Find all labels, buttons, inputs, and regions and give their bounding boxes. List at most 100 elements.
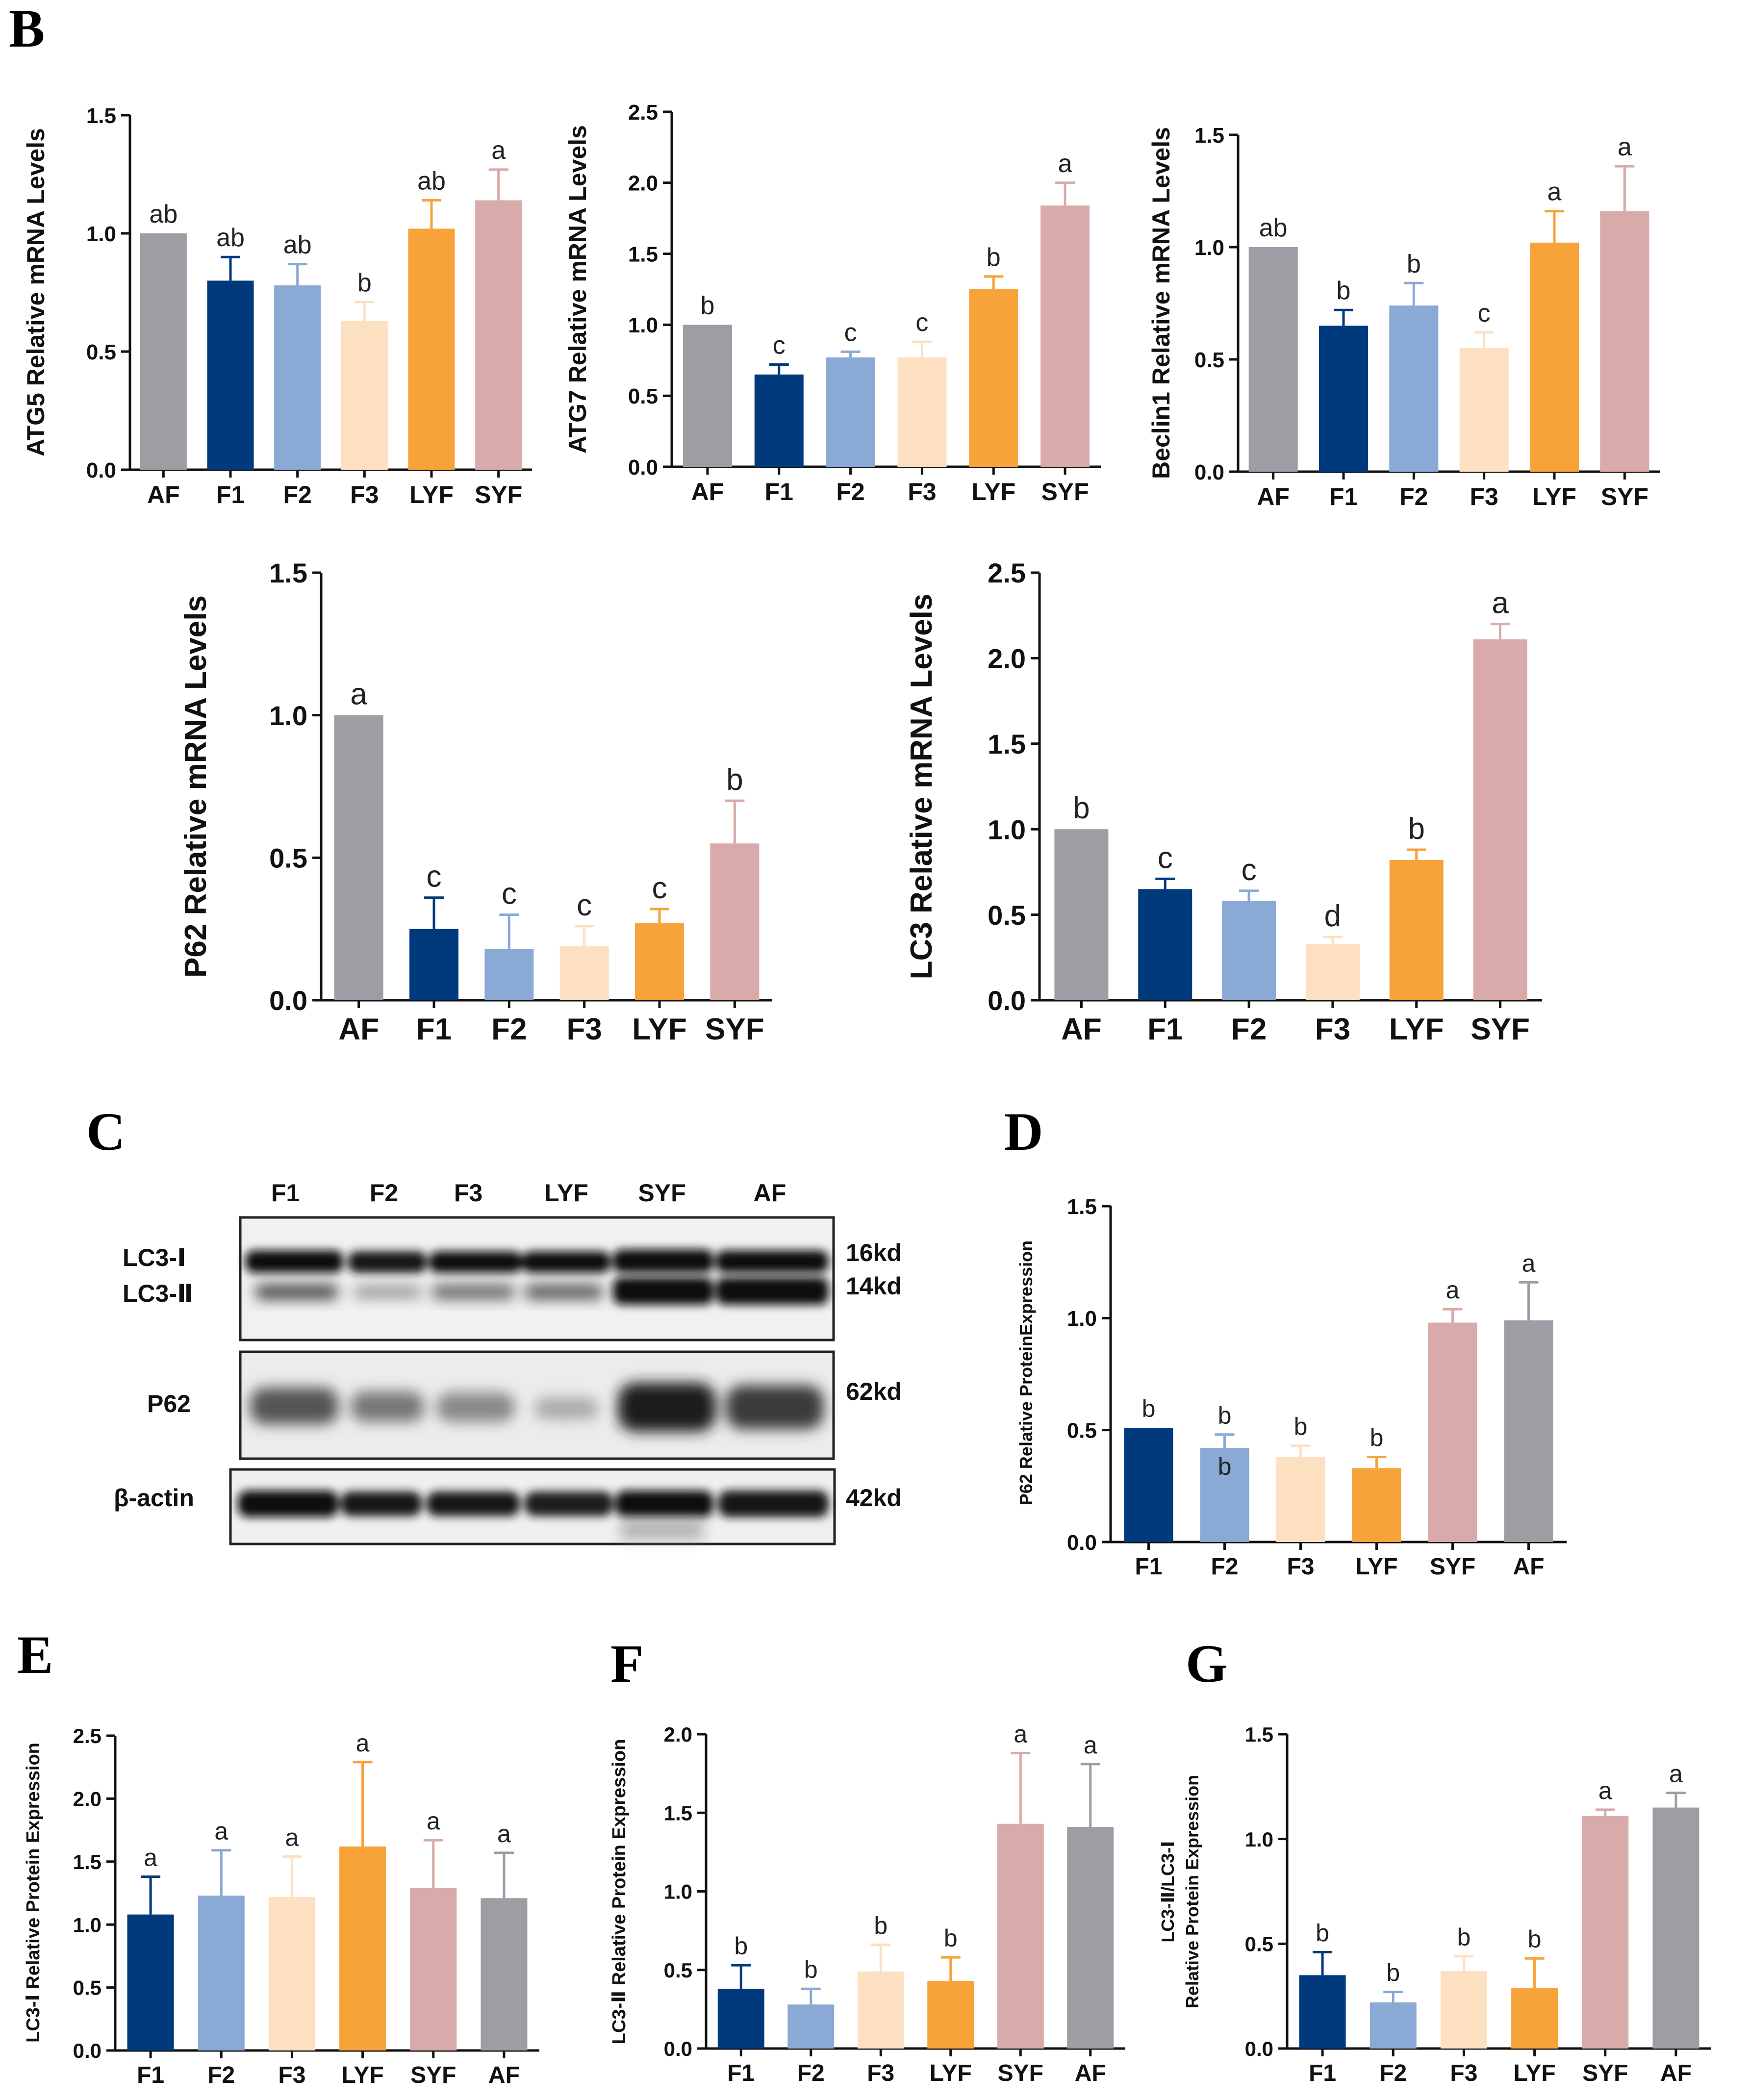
y-tick-label: 1.5: [1194, 124, 1224, 148]
significance-label: d: [1324, 899, 1341, 933]
chart-p62-protein: 0.0 0.5 1.0 1.5 F1 b F2 b F3 b LYF b SYF a AF a b P62 Rel…: [1016, 1195, 1567, 1580]
y-tick-label: 1.0: [73, 1913, 101, 1936]
significance-label: c: [427, 860, 442, 894]
x-tick-label: SYF: [475, 481, 522, 508]
bar-f2: [1200, 1448, 1249, 1542]
bar-f2: [198, 1896, 245, 2050]
x-tick-label: LYF: [971, 478, 1015, 506]
significance-label: b: [726, 763, 743, 797]
significance-label: b: [357, 269, 372, 297]
significance-label-extra: b: [1218, 1453, 1232, 1480]
significance-label: c: [773, 331, 786, 359]
p62-bands: [250, 1383, 824, 1432]
x-tick-label: AF: [1075, 2060, 1106, 2086]
x-tick-label: AF: [1513, 1554, 1545, 1580]
bar-syf: [1428, 1322, 1477, 1542]
x-tick-label: SYF: [998, 2060, 1043, 2086]
x-tick-label: F1: [137, 2062, 164, 2088]
chart-beclin1: 0.0 0.5 1.0 1.5 AF ab F1 b F2 b F3 c LYF a SYF a Beclin1…: [1147, 124, 1660, 510]
y-tick-label: 2.0: [628, 172, 658, 196]
bar-f1: [409, 929, 458, 1000]
x-tick-label: SYF: [705, 1012, 764, 1046]
y-tick-label: 0.5: [73, 1976, 101, 1999]
blot-row-actin: β-actin: [114, 1484, 194, 1512]
x-tick-label: F1: [216, 481, 245, 508]
significance-label: a: [285, 1824, 299, 1851]
x-tick-label: LYF: [1513, 2060, 1555, 2086]
y-axis-label: LC3-Ⅰ Relative Protein Expression: [23, 1743, 44, 2043]
bar-f3: [341, 321, 388, 470]
y-tick-label: 0.0: [86, 458, 116, 482]
significance-label: a: [1446, 1276, 1460, 1304]
significance-label: b: [1073, 791, 1090, 825]
bar-af: [140, 233, 187, 470]
bar-af: [1652, 1807, 1699, 2049]
y-tick-label: 0.5: [664, 1959, 692, 1982]
y-tick-label: 2.0: [988, 643, 1026, 674]
panel-letter-f: F: [610, 1634, 643, 1694]
blot-size-14kd: 14kd: [846, 1272, 902, 1300]
bar-f2: [787, 2004, 835, 2049]
bar-f3: [1459, 348, 1509, 472]
y-axis-label: P62 Relative mRNA Levels: [179, 595, 213, 978]
chart-p62-mrna: 0.0 0.5 1.0 1.5 AF a F1 c F2 c F3 c LYF c SYF b P62 Rela…: [179, 557, 772, 1046]
y-tick-label: 0.5: [1067, 1419, 1097, 1443]
lc3-i-bands: [245, 1249, 829, 1273]
y-tick-label: 1.5: [664, 1801, 692, 1824]
chart-atg7: 0.0 0.5 1.0 1.5 2.0 2.5 AF b F1 c F2 c F3 c LYF b SYF a AT…: [564, 101, 1101, 506]
bar-f1: [127, 1914, 174, 2050]
bar-f3: [1276, 1457, 1325, 1542]
significance-label: a: [1058, 150, 1072, 178]
lc3-ii-bands: [255, 1285, 603, 1299]
bar-f3: [268, 1897, 315, 2050]
x-tick-label: SYF: [1471, 1012, 1530, 1046]
x-tick-label: SYF: [1041, 478, 1089, 506]
significance-label: b: [1142, 1395, 1156, 1422]
chart-lc3-ratio: 0.0 0.5 1.0 1.5 F1 b F2 b F3 b LYF b SYF a AF a LC3-Ⅱ/LC…: [1158, 1723, 1711, 2086]
significance-label: b: [734, 1932, 748, 1960]
western-blot: F1 F2 F3 LYF SYF AF: [114, 1179, 902, 1545]
y-tick-label: 2.0: [73, 1788, 101, 1811]
bar-af: [683, 325, 732, 467]
significance-label: a: [144, 1844, 157, 1872]
x-tick-label: F2: [836, 478, 864, 506]
significance-label: c: [1158, 841, 1173, 875]
x-tick-label: F2: [207, 2062, 235, 2088]
x-tick-label: AF: [1257, 483, 1290, 510]
x-tick-label: F3: [1470, 483, 1498, 510]
x-tick-label: F3: [566, 1012, 602, 1046]
bar-syf: [475, 200, 522, 470]
blot-size-16kd: 16kd: [846, 1239, 902, 1266]
chart-lc3-mrna: 0.0 0.5 1.0 1.5 2.0 2.5 AF b F1 c F2 c F3 d LYF b SYF a LC…: [905, 557, 1542, 1046]
bar-af: [334, 715, 383, 1000]
significance-label: a: [1618, 133, 1632, 161]
bar-f2: [1389, 305, 1439, 472]
y-axis-label-line2: Relative Protein Expression: [1182, 1775, 1202, 2008]
x-tick-label: LYF: [341, 2062, 383, 2088]
panel-letter-b: B: [9, 0, 45, 58]
bar-lyf: [927, 1981, 974, 2049]
y-tick-label: 1.0: [1067, 1307, 1097, 1331]
bar-f1: [717, 1989, 764, 2049]
y-tick-label: 0.5: [86, 340, 116, 364]
bar-f2: [1370, 2002, 1417, 2049]
bar-syf: [1473, 639, 1527, 1000]
bar-f3: [857, 1971, 904, 2049]
bar-syf: [1582, 1816, 1629, 2049]
significance-label: a: [1014, 1720, 1027, 1747]
bar-af: [1054, 829, 1109, 1000]
x-tick-label: SYF: [1430, 1554, 1475, 1580]
x-tick-label: AF: [338, 1012, 379, 1046]
x-tick-label: F3: [278, 2062, 305, 2088]
y-tick-label: 1.5: [73, 1850, 101, 1873]
y-tick-label: 0.0: [664, 2037, 692, 2060]
bar-f3: [559, 946, 609, 1000]
blot-size-42kd: 42kd: [846, 1484, 902, 1512]
x-tick-label: F3: [1450, 2060, 1477, 2086]
bar-f2: [1222, 901, 1276, 1000]
blot-lane-lyf: LYF: [544, 1179, 588, 1207]
bar-lyf: [635, 923, 684, 1000]
x-tick-label: LYF: [1389, 1012, 1444, 1046]
y-tick-label: 0.5: [1245, 1932, 1273, 1955]
